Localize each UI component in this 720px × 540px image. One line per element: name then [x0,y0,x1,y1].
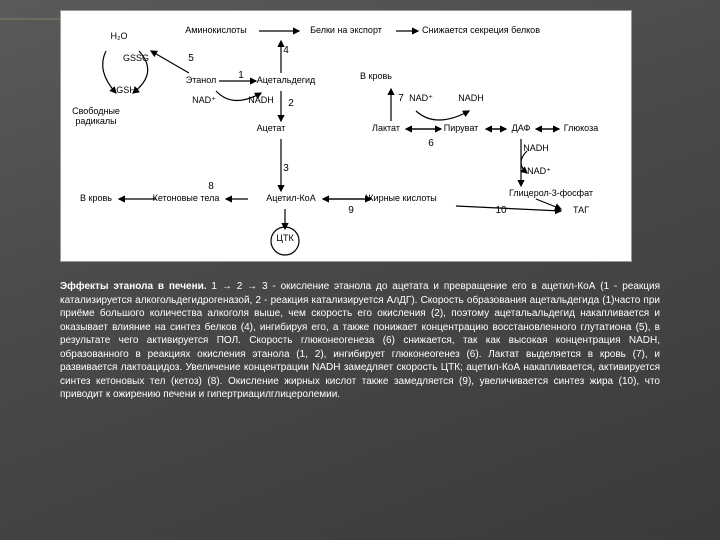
node-free_rad: радикалы [75,116,116,126]
node-h2o: H₂O [111,31,128,41]
node-amino: Аминокислоты [185,25,246,35]
node-gsh: GSH [116,85,136,95]
diagram-svg: H₂O GSSG GSH Свободныерадикалы Аминокислоты Б… [61,11,631,261]
num-n1: 1 [238,70,244,81]
node-g3p: Глицерол-3-фосфат [509,188,593,198]
num-n2: 2 [288,98,294,109]
caption-body: 1 → 2 → 3 - окисление этанола до ацетата… [60,281,660,400]
node-nadh2: NADH [458,93,484,103]
node-nadp: NAD⁺ [192,95,216,105]
node-ctk: ЦТК [276,233,294,243]
diagram-curve [416,111,469,120]
num-n5: 5 [188,53,194,64]
node-ketone: Кетоновые тела [153,193,220,203]
node-free_rad: Свободные [72,106,120,116]
caption-title: Эффекты этанола в печени. [60,281,207,292]
node-gssg: GSSG [123,53,149,63]
diagram-arrow [536,199,561,209]
node-prot_exp: Белки на экспорт [310,25,382,35]
node-pyruvate: Пируват [444,123,479,133]
node-blood1: В кровь [360,71,392,81]
node-acetate: Ацетат [257,123,286,133]
caption: Эффекты этанола в печени. 1 → 2 → 3 - ок… [60,280,660,402]
node-blood2: В кровь [80,193,112,203]
node-tag: ТАГ [573,205,589,215]
node-sec_dec: Снижается секреция белков [422,25,540,35]
diagram-container: H₂O GSSG GSH Свободныерадикалы Аминокислоты Б… [60,10,632,262]
node-ethanol: Этанол [186,75,217,85]
diagram-curve [103,51,116,93]
diagram-arrow [456,206,561,211]
node-nadh1: NADH [248,95,274,105]
node-nadh3: NADH [523,143,549,153]
node-nadp3: NAD⁺ [527,166,551,176]
node-nadp2: NAD⁺ [409,93,433,103]
num-n6: 6 [428,138,434,149]
num-n3: 3 [283,163,289,174]
num-n10: 10 [495,205,507,216]
num-n4: 4 [283,45,289,56]
node-lactate: Лактат [372,123,400,133]
num-n8: 8 [208,181,214,192]
node-fa: Жирные кислоты [365,193,437,203]
num-n9: 9 [348,205,354,216]
slide: H₂O GSSG GSH Свободныерадикалы Аминокислоты Б… [0,0,720,540]
diagram-arrow [151,51,189,73]
node-daf: ДАФ [512,123,531,133]
node-glucose: Глюкоза [564,123,598,133]
node-acald: Ацетальдегид [257,75,316,85]
node-acoa: Ацетил-КоА [266,193,315,203]
diagram-curve [521,151,527,173]
num-n7: 7 [398,93,404,104]
